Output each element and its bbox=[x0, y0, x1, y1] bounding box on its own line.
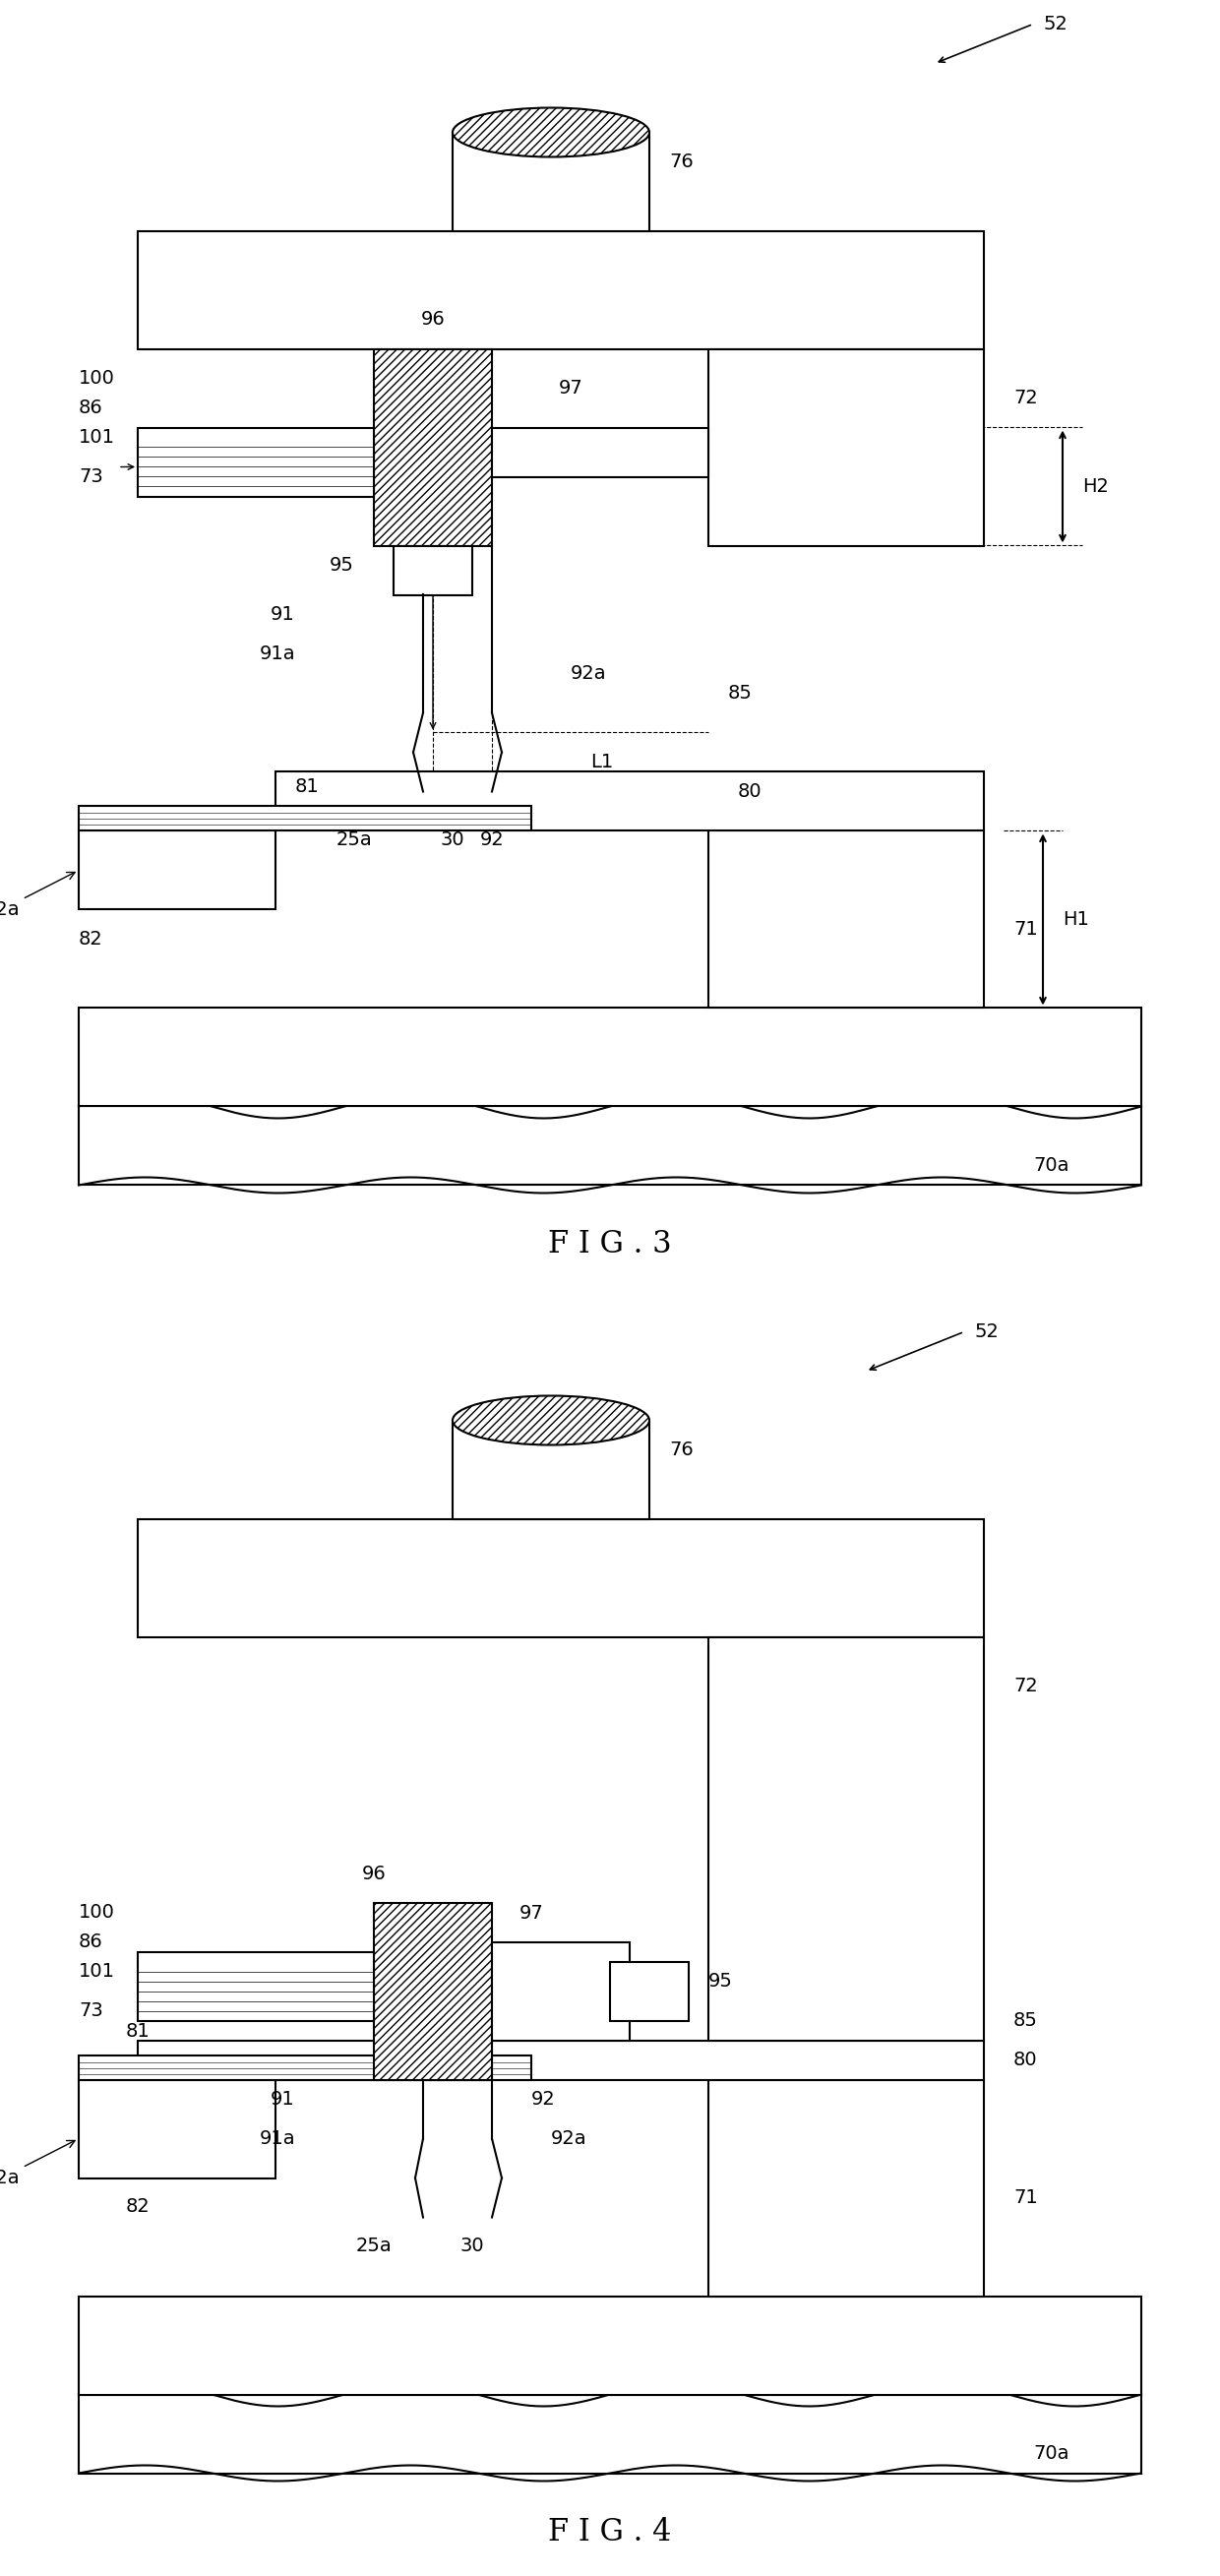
Bar bbox=[79, 2295, 1141, 2396]
Bar bbox=[138, 1520, 983, 1636]
Ellipse shape bbox=[453, 108, 649, 157]
Text: 96: 96 bbox=[421, 312, 445, 330]
Bar bbox=[453, 131, 649, 232]
Text: 73: 73 bbox=[79, 2002, 102, 2020]
Text: 22a: 22a bbox=[0, 2141, 74, 2187]
Bar bbox=[492, 1942, 630, 2040]
Bar bbox=[709, 832, 983, 1007]
Bar bbox=[79, 2396, 1141, 2473]
Bar bbox=[79, 2396, 1141, 2473]
Bar bbox=[373, 348, 492, 546]
Text: F I G . 3: F I G . 3 bbox=[548, 1229, 672, 1260]
Text: L1: L1 bbox=[590, 752, 614, 770]
Text: 97: 97 bbox=[559, 379, 583, 399]
Text: 91: 91 bbox=[271, 2089, 295, 2110]
Text: 91a: 91a bbox=[259, 2130, 295, 2148]
Text: 81: 81 bbox=[295, 778, 320, 796]
Text: 25a: 25a bbox=[337, 832, 372, 850]
Bar bbox=[138, 428, 373, 497]
Text: 97: 97 bbox=[520, 1904, 543, 1922]
Text: 72: 72 bbox=[1014, 389, 1038, 407]
Bar bbox=[276, 773, 983, 832]
Text: 85: 85 bbox=[1014, 2012, 1038, 2030]
Text: 92: 92 bbox=[531, 2089, 555, 2110]
Bar bbox=[79, 806, 531, 832]
Bar bbox=[79, 1108, 1141, 1185]
Text: 30: 30 bbox=[460, 2236, 484, 2257]
Text: 86: 86 bbox=[79, 399, 102, 417]
Text: 25a: 25a bbox=[356, 2236, 392, 2257]
Text: 101: 101 bbox=[79, 1963, 115, 1981]
Text: 52: 52 bbox=[974, 1321, 998, 1342]
Text: 72: 72 bbox=[1014, 1677, 1038, 1695]
Bar bbox=[709, 1636, 983, 2040]
Text: 70a: 70a bbox=[1033, 1157, 1069, 1175]
Text: 82: 82 bbox=[79, 930, 102, 948]
Text: 82: 82 bbox=[126, 2197, 150, 2215]
Text: 95: 95 bbox=[709, 1971, 733, 1991]
Bar bbox=[79, 2079, 276, 2177]
Text: 70a: 70a bbox=[1033, 2445, 1069, 2463]
Text: 80: 80 bbox=[738, 783, 762, 801]
Text: 73: 73 bbox=[79, 466, 102, 487]
Text: 92a: 92a bbox=[571, 665, 606, 683]
Text: 91: 91 bbox=[271, 605, 295, 623]
Bar bbox=[79, 832, 276, 909]
Bar bbox=[79, 1007, 1141, 1108]
Text: 76: 76 bbox=[669, 1440, 693, 1458]
Bar bbox=[709, 348, 983, 546]
Bar bbox=[79, 2056, 531, 2079]
Bar bbox=[79, 1108, 1141, 1185]
Text: H1: H1 bbox=[1063, 909, 1089, 930]
Bar bbox=[138, 232, 983, 348]
Text: 92: 92 bbox=[479, 832, 504, 850]
Text: F I G . 4: F I G . 4 bbox=[548, 2517, 672, 2548]
Bar bbox=[373, 1904, 492, 2079]
Bar bbox=[138, 2040, 983, 2079]
Text: 76: 76 bbox=[669, 152, 693, 170]
Text: 101: 101 bbox=[79, 428, 115, 446]
Text: 100: 100 bbox=[79, 1904, 115, 1922]
Text: 92a: 92a bbox=[551, 2130, 587, 2148]
Text: 91a: 91a bbox=[259, 644, 295, 662]
Text: 22a: 22a bbox=[0, 873, 74, 920]
Bar bbox=[492, 428, 709, 477]
Ellipse shape bbox=[453, 1396, 649, 1445]
Bar bbox=[394, 546, 472, 595]
Text: 96: 96 bbox=[361, 1865, 386, 1883]
Bar bbox=[138, 1953, 373, 2020]
Bar bbox=[709, 2079, 983, 2295]
Bar bbox=[373, 1904, 492, 2079]
Text: 71: 71 bbox=[1014, 2190, 1038, 2208]
Bar bbox=[453, 1419, 649, 1520]
Text: 71: 71 bbox=[1014, 920, 1038, 938]
Bar bbox=[610, 1960, 689, 2020]
Bar bbox=[373, 348, 492, 546]
Text: 86: 86 bbox=[79, 1932, 102, 1950]
Text: 30: 30 bbox=[440, 832, 465, 850]
Text: 85: 85 bbox=[728, 683, 753, 703]
Text: 100: 100 bbox=[79, 368, 115, 386]
Text: H2: H2 bbox=[1082, 477, 1109, 497]
Text: 81: 81 bbox=[126, 2022, 150, 2040]
Text: 80: 80 bbox=[1014, 2050, 1038, 2069]
Text: 95: 95 bbox=[329, 556, 354, 574]
Text: 52: 52 bbox=[1043, 15, 1068, 33]
